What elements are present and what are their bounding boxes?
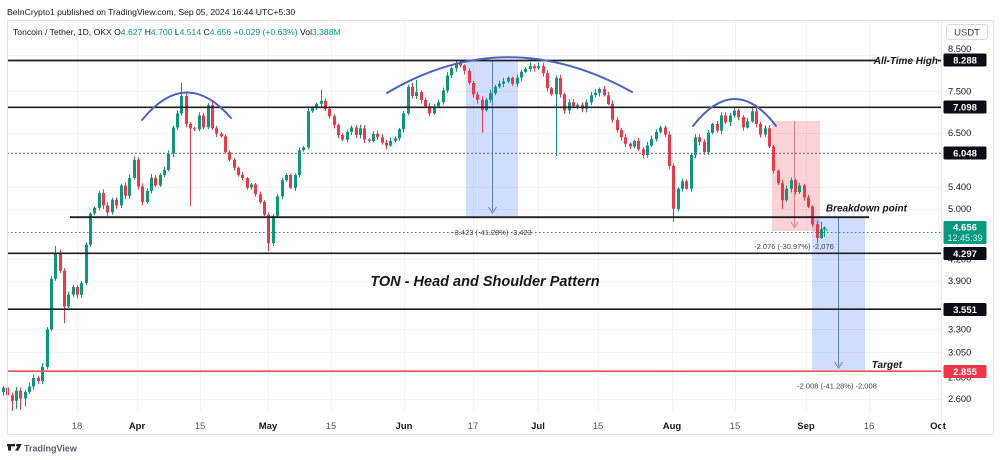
svg-text:8.288: 8.288 <box>953 56 977 67</box>
svg-text:5.000: 5.000 <box>948 204 971 214</box>
svg-text:Aug: Aug <box>663 421 682 432</box>
svg-text:15: 15 <box>593 421 604 432</box>
svg-text:Apr: Apr <box>129 421 146 432</box>
svg-text:6.500: 6.500 <box>948 128 971 138</box>
svg-text:8.500: 8.500 <box>948 44 971 54</box>
svg-text:3.900: 3.900 <box>948 276 971 286</box>
svg-text:Target: Target <box>872 360 903 371</box>
svg-text:May: May <box>259 421 278 432</box>
svg-text:2.855: 2.855 <box>953 367 977 378</box>
svg-text:6.048: 6.048 <box>953 149 977 160</box>
svg-text:3.300: 3.300 <box>948 325 971 335</box>
svg-text:17: 17 <box>468 421 479 432</box>
svg-text:15: 15 <box>730 421 741 432</box>
svg-text:Jun: Jun <box>396 421 413 432</box>
svg-text:TradingView: TradingView <box>24 444 78 454</box>
svg-text:5.400: 5.400 <box>948 182 971 192</box>
svg-text:3.050: 3.050 <box>948 348 971 358</box>
svg-text:-2.076 (-30.97%) -2,076: -2.076 (-30.97%) -2,076 <box>754 242 834 251</box>
svg-text:USDT: USDT <box>954 28 980 39</box>
svg-text:4.656: 4.656 <box>953 223 977 234</box>
svg-text:2.600: 2.600 <box>948 394 971 404</box>
svg-text:15: 15 <box>326 421 337 432</box>
svg-text:4.297: 4.297 <box>953 249 977 260</box>
svg-text:BeInCrypto1 published on Tradi: BeInCrypto1 published on TradingView.com… <box>7 7 295 17</box>
svg-text:-2.008 (-41.28%) -2,008: -2.008 (-41.28%) -2,008 <box>797 382 877 391</box>
svg-text:TON - Head and Shoulder Patter: TON - Head and Shoulder Pattern <box>370 274 599 290</box>
svg-text:Breakdown point: Breakdown point <box>826 204 908 215</box>
svg-text:15: 15 <box>195 421 206 432</box>
svg-text:Toncoin / Tether, 1D, OKX O4.: Toncoin / Tether, 1D, OKX O4.627 H4.700 … <box>13 27 341 37</box>
svg-text:18: 18 <box>72 421 83 432</box>
svg-text:12:45:39: 12:45:39 <box>947 233 982 243</box>
svg-text:-3.423 (-41.28%) -3,423: -3.423 (-41.28%) -3,423 <box>452 228 532 237</box>
svg-text:7.500: 7.500 <box>948 87 971 97</box>
svg-text:Jul: Jul <box>531 421 545 432</box>
svg-text:Sep: Sep <box>797 421 815 432</box>
svg-text:Oct: Oct <box>930 421 947 432</box>
svg-text:7.098: 7.098 <box>953 103 977 114</box>
svg-text:3.551: 3.551 <box>953 305 977 316</box>
svg-text:16: 16 <box>864 421 875 432</box>
svg-text:All-Time High: All-Time High <box>873 56 938 67</box>
